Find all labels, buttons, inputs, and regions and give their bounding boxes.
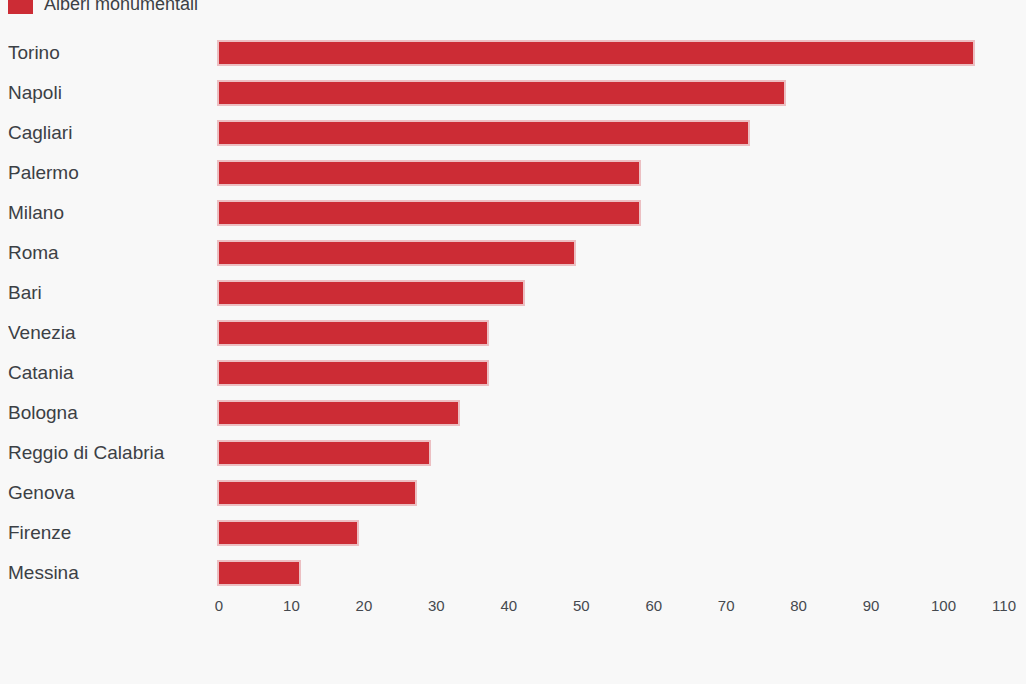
bar[interactable] [219,42,973,64]
bar-track [219,282,1016,304]
bar[interactable] [219,202,639,224]
bar[interactable] [219,402,458,424]
x-tick-label: 30 [428,597,445,614]
bar-track [219,42,1016,64]
chart-row: Napoli [8,73,1016,113]
bar[interactable] [219,522,357,544]
x-tick-label: 20 [356,597,373,614]
bar[interactable] [219,282,523,304]
x-tick-label: 60 [645,597,662,614]
chart-row: Torino [8,33,1016,73]
x-tick-label: 70 [718,597,735,614]
category-label: Bari [8,282,219,304]
bar[interactable] [219,162,639,184]
bar-track [219,322,1016,344]
chart-row: Firenze [8,513,1016,553]
chart-row: Reggio di Calabria [8,433,1016,473]
bar-track [219,162,1016,184]
bar[interactable] [219,242,574,264]
bar-track [219,122,1016,144]
x-axis: 0102030405060708090100110 [219,595,1016,619]
chart-row: Catania [8,353,1016,393]
bar[interactable] [219,122,748,144]
bar-track [219,242,1016,264]
x-tick-label: 50 [573,597,590,614]
bar-track [219,402,1016,424]
x-tick-label: 0 [215,597,223,614]
bar-track [219,562,1016,584]
bar-chart: Alberi monumentali Torino Napoli Cagliari P… [0,0,1026,684]
chart-row: Bologna [8,393,1016,433]
bar[interactable] [219,562,299,584]
category-label: Catania [8,362,219,384]
category-label: Messina [8,562,219,584]
category-label: Cagliari [8,122,219,144]
x-tick-label: 90 [863,597,880,614]
bar-track [219,522,1016,544]
chart-legend[interactable]: Alberi monumentali [8,0,1016,14]
bar[interactable] [219,442,429,464]
x-tick-label: 100 [931,597,956,614]
bar[interactable] [219,482,415,504]
bar-track [219,442,1016,464]
bar-track [219,202,1016,224]
legend-swatch-icon [8,0,33,14]
chart-row: Roma [8,233,1016,273]
category-label: Reggio di Calabria [8,442,219,464]
category-label: Genova [8,482,219,504]
category-label: Venezia [8,322,219,344]
x-tick-label: 10 [283,597,300,614]
category-label: Napoli [8,82,219,104]
chart-row: Messina [8,553,1016,593]
chart-row: Cagliari [8,113,1016,153]
bar-track [219,362,1016,384]
chart-rows: Torino Napoli Cagliari Palermo Milano Roma Bar… [8,33,1016,593]
x-tick-label: 110 [992,597,1016,614]
chart-row: Genova [8,473,1016,513]
bar[interactable] [219,82,784,104]
bar[interactable] [219,362,487,384]
chart-row: Palermo [8,153,1016,193]
bar[interactable] [219,322,487,344]
x-tick-label: 40 [500,597,517,614]
chart-row: Bari [8,273,1016,313]
category-label: Bologna [8,402,219,424]
bar-track [219,482,1016,504]
category-label: Palermo [8,162,219,184]
bar-track [219,82,1016,104]
chart-row: Milano [8,193,1016,233]
category-label: Firenze [8,522,219,544]
category-label: Milano [8,202,219,224]
category-label: Roma [8,242,219,264]
legend-label: Alberi monumentali [44,0,198,14]
x-tick-label: 80 [790,597,807,614]
chart-row: Venezia [8,313,1016,353]
category-label: Torino [8,42,219,64]
